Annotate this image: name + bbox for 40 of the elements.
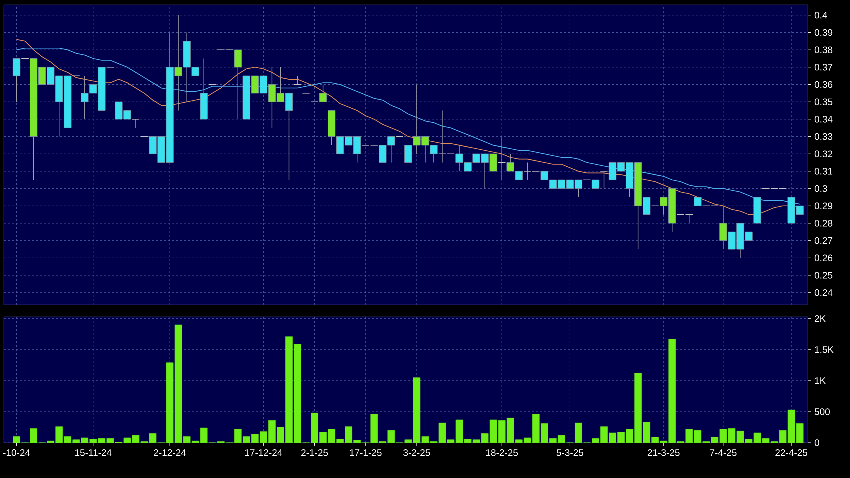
y-tick-label: 0.37 — [814, 64, 833, 71]
candlestick — [132, 119, 140, 128]
y-tick-label: 0.3 — [814, 185, 828, 192]
x-tick-label: 21-3-25 — [648, 450, 680, 456]
y-tick-label: 0.25 — [814, 272, 833, 279]
y-tick-label: 0.31 — [814, 168, 833, 175]
x-tick-label: 17-1-25 — [350, 450, 382, 456]
candlestick — [600, 171, 608, 190]
y-tick-label: 1K — [815, 378, 826, 384]
x-tick-label: 17-12-24 — [245, 450, 282, 456]
x-tick-label: 7-4-25 — [710, 450, 737, 456]
candlestick — [234, 50, 242, 120]
y-tick-label: 0.24 — [814, 289, 833, 296]
y-tick-label: 0.34 — [814, 116, 833, 123]
x-tick-label: 5-3-25 — [556, 450, 584, 456]
y-tick-label: 0.39 — [814, 29, 833, 36]
y-tick-label: 0.32 — [814, 150, 833, 158]
y-tick-label: 0.36 — [814, 81, 833, 88]
candlestick — [319, 84, 328, 102]
y-tick-label: 0.27 — [814, 237, 833, 244]
y-tick-label: 0 — [814, 440, 820, 446]
candlestick — [12, 58, 21, 102]
x-tick-label: 22-4-25 — [776, 450, 808, 456]
y-tick-label: 0.33 — [814, 133, 833, 140]
y-tick-label: 0.28 — [814, 220, 833, 227]
x-tick-label: 2-12-24 — [154, 450, 186, 456]
x-tick-label: 2-1-25 — [302, 450, 328, 456]
candlestick — [498, 136, 506, 180]
y-tick-label: 0.26 — [814, 254, 833, 262]
y-tick-label: 1.5K — [815, 346, 834, 354]
x-tick-label: -10-24 — [3, 450, 30, 456]
y-tick-label: 2K — [815, 316, 826, 322]
y-tick-label: 500 — [814, 408, 830, 416]
y-tick-label: 0.29 — [814, 202, 833, 210]
y-tick-label: 0.38 — [814, 46, 833, 54]
y-tick-label: 0.4 — [814, 12, 828, 19]
x-tick-label: 18-2-25 — [486, 450, 518, 456]
x-tick-label: 15-11-24 — [75, 450, 112, 456]
y-tick-label: 0.35 — [814, 98, 833, 106]
x-tick-label: 3-2-25 — [404, 450, 430, 456]
